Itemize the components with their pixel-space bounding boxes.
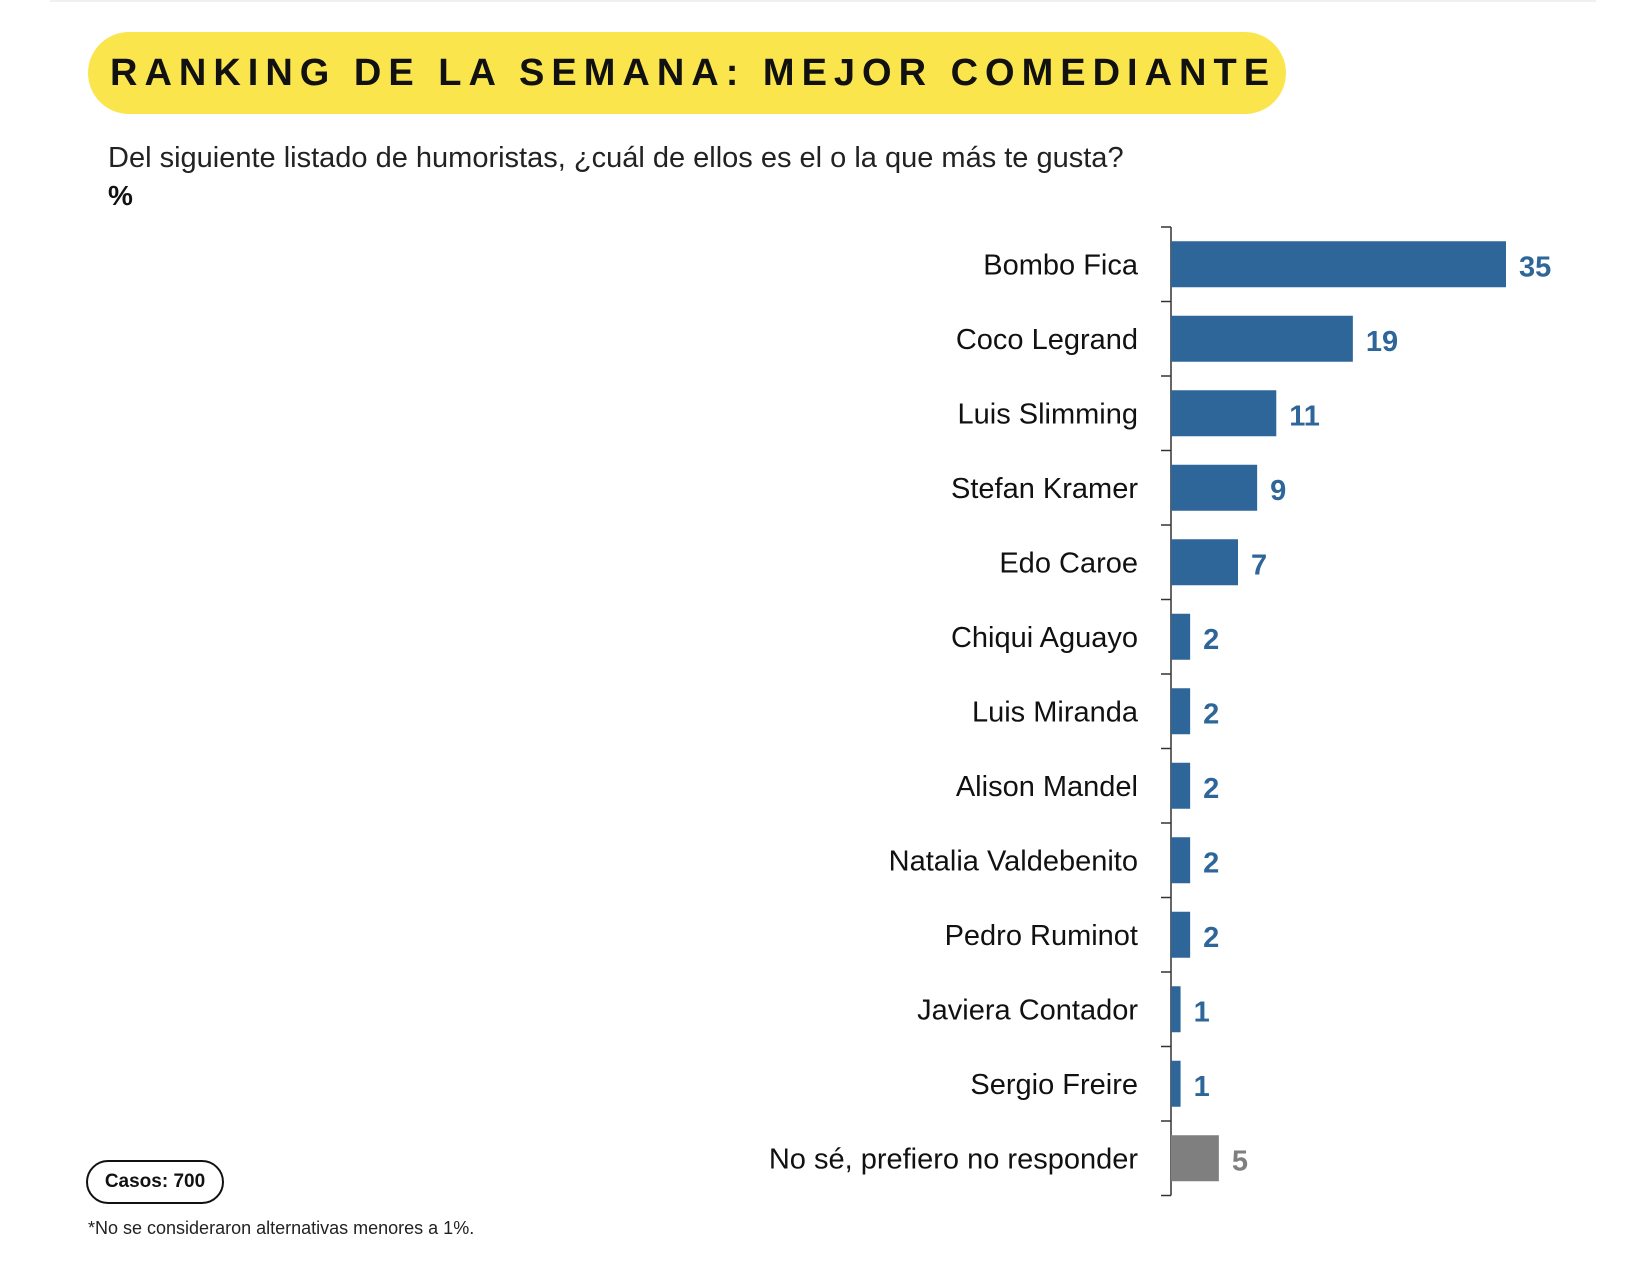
bar — [1171, 911, 1191, 958]
footnote: *No se consideraron alternativas menores… — [88, 1218, 475, 1238]
bar — [1171, 390, 1277, 437]
bar — [1171, 241, 1506, 288]
data-label: 2 — [1203, 698, 1219, 730]
bar — [1171, 539, 1238, 586]
category-label: Alison Mandel — [956, 771, 1138, 803]
bar — [1171, 762, 1191, 809]
bar — [1171, 688, 1191, 735]
data-label: 2 — [1203, 773, 1219, 805]
category-label: Coco Legrand — [956, 324, 1138, 356]
bar — [1171, 1060, 1181, 1107]
category-label: No sé, prefiero no responder — [769, 1143, 1138, 1175]
data-label: 1 — [1194, 1071, 1210, 1103]
bar — [1171, 464, 1258, 511]
data-label: 19 — [1366, 326, 1398, 358]
data-label: 2 — [1203, 624, 1219, 656]
category-label: Luis Slimming — [958, 398, 1139, 430]
data-label: 11 — [1289, 400, 1320, 432]
bar — [1171, 986, 1181, 1033]
category-label: Luis Miranda — [972, 696, 1139, 728]
category-label: Bombo Fica — [983, 249, 1139, 281]
category-label: Natalia Valdebenito — [889, 845, 1138, 877]
data-label: 2 — [1203, 847, 1219, 879]
data-label: 7 — [1251, 549, 1267, 581]
data-label: 5 — [1232, 1145, 1248, 1177]
title-banner: RANKING DE LA SEMANA: MEJOR COMEDIANTE — [88, 32, 1286, 114]
chart-title: RANKING DE LA SEMANA: MEJOR COMEDIANTE — [110, 51, 1277, 94]
category-label: Pedro Ruminot — [945, 920, 1138, 952]
top-divider — [50, 0, 1596, 2]
bar — [1171, 315, 1353, 362]
data-label: 1 — [1194, 996, 1210, 1028]
survey-question: Del siguiente listado de humoristas, ¿cu… — [108, 142, 1124, 174]
bar — [1171, 837, 1191, 884]
data-label: 9 — [1270, 475, 1286, 507]
category-label: Chiqui Aguayo — [951, 622, 1138, 654]
data-label: 2 — [1203, 922, 1219, 954]
unit-label: % — [108, 180, 133, 211]
category-label: Sergio Freire — [970, 1069, 1138, 1101]
bar — [1171, 1135, 1219, 1182]
cases-badge: Casos: 700 — [86, 1160, 224, 1204]
category-label: Javiera Contador — [917, 994, 1138, 1026]
data-label: 35 — [1519, 251, 1551, 283]
category-label: Edo Caroe — [999, 547, 1138, 579]
bar — [1171, 613, 1191, 660]
category-label: Stefan Kramer — [951, 473, 1138, 505]
